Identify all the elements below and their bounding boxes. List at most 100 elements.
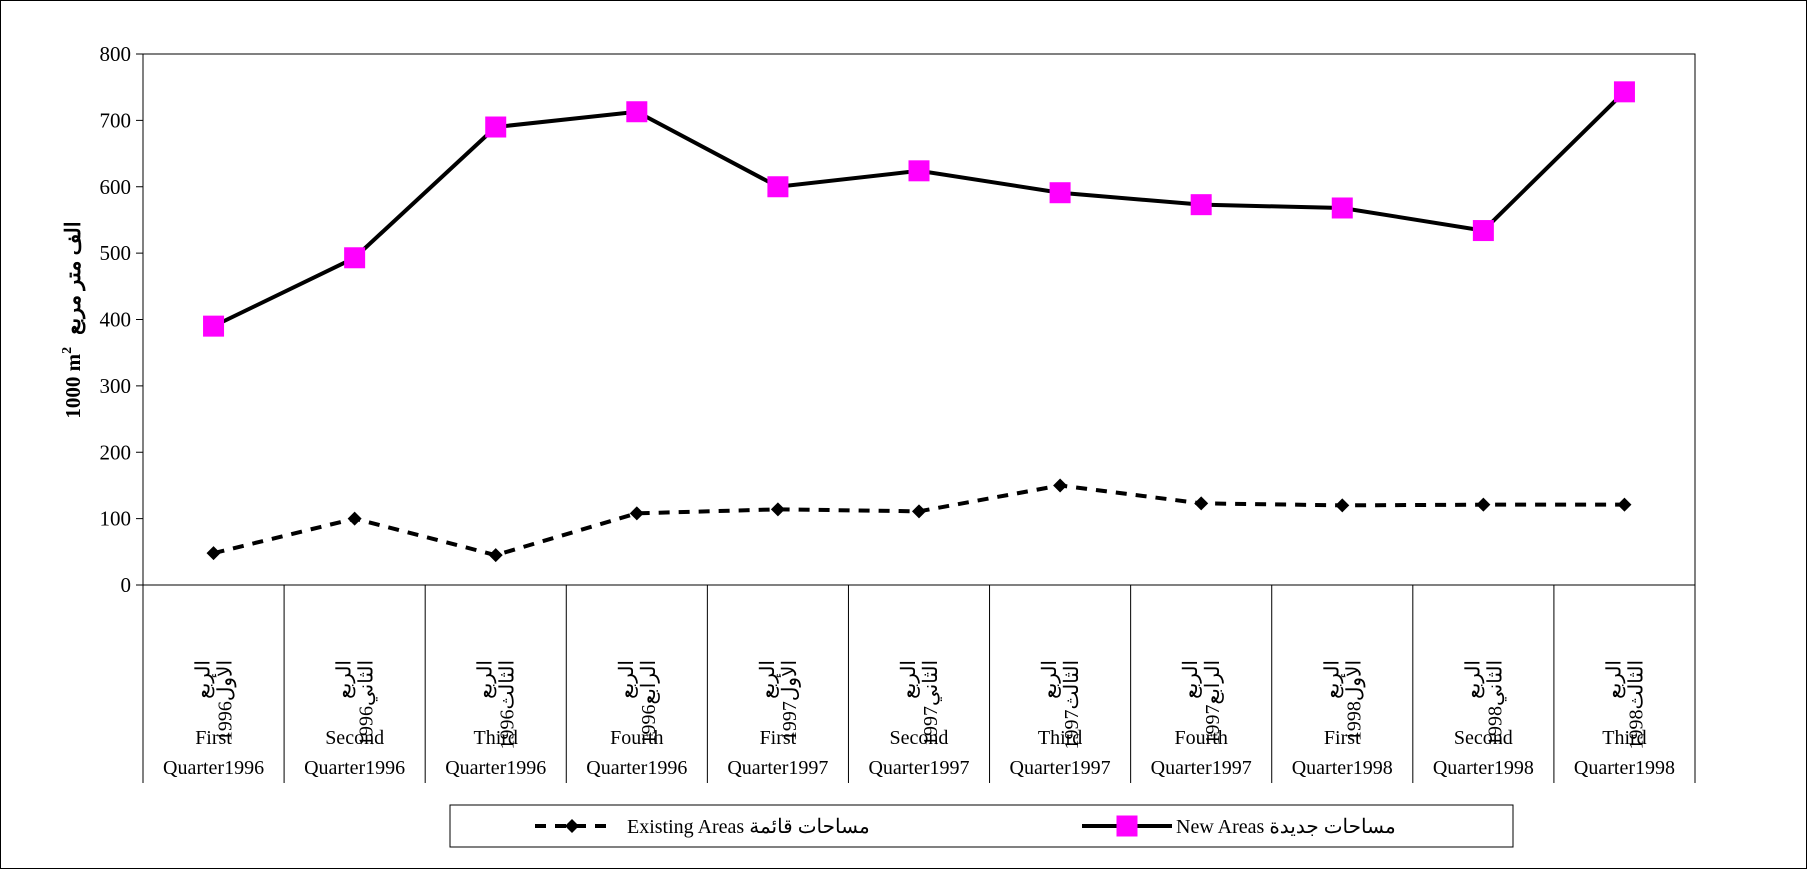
new-areas-point [1049,182,1071,204]
category-arabic-line1: الربع [1603,660,1625,699]
category-english-line2: Quarter1997 [727,757,828,779]
y-tick-label: 500 [100,241,132,265]
category-english-line1: First [195,727,232,749]
new-areas-point [485,116,507,138]
category-english-line1: Fourth [1175,727,1228,749]
category-english-line1: First [760,727,797,749]
category-english-line2: Quarter1998 [1574,757,1675,779]
existing-areas-point [206,546,221,561]
category-english-line2: Quarter1996 [445,757,546,779]
series-line-1 [212,90,1626,328]
category-english-line2: Quarter1996 [586,757,687,779]
new-areas-point [1190,194,1212,216]
category-arabic-line1: الربع [1039,660,1061,699]
category-arabic-line2: الرابع1996 [638,660,660,744]
existing-areas-point [912,504,926,519]
category-english-line1: Third [474,727,518,749]
category-english-line2: Quarter1998 [1433,757,1534,779]
category-arabic-line2: الثالث1998 [1625,660,1647,750]
category-english-line2: Quarter1997 [1010,757,1111,779]
y-axis-label: 1000 m2 الف متر مربع [60,221,86,418]
y-tick-label: 400 [100,308,132,332]
y-tick-label: 700 [100,108,132,132]
category-english-line2: Quarter1997 [1151,757,1252,779]
category-arabic-line2: الأول1996 [212,660,237,741]
category-arabic-line1: الربع [898,660,920,699]
category-arabic-line1: الربع [334,660,356,699]
new-areas-point [1472,220,1494,242]
existing-areas-point [1194,496,1209,511]
legend-box [449,804,1514,848]
category-english-line1: Fourth [610,727,663,749]
category-english-line1: Second [325,727,384,749]
category-arabic-line2: الثالث1997 [1061,660,1083,750]
new-areas-point [767,176,789,198]
y-tick-label: 0 [121,573,132,597]
category-arabic-line1: الربع [1180,660,1202,699]
y-tick-label: 300 [100,374,132,398]
existing-areas-point [1053,478,1068,493]
category-arabic-line1: الربع [1321,660,1343,699]
y-tick-label: 800 [100,42,132,66]
existing-areas-point [629,506,644,521]
new-areas-point [344,247,366,269]
legend-existing-label: Existing Areas مساحات قائمة [627,816,870,838]
category-arabic-line2: الثاني1996 [356,660,378,746]
category-english-line2: Quarter1997 [868,757,969,779]
existing-areas-point [1476,497,1491,512]
category-arabic-line2: الرابع1997 [1202,660,1224,744]
category-english-line2: Quarter1996 [163,757,264,779]
category-arabic-line2: الأول1998 [1340,660,1365,741]
y-axis-unit-superscript: 2 [60,347,75,354]
legend-new-label: New Areas مساحات جديدة [1176,816,1396,838]
category-english-line1: Second [1454,727,1513,749]
y-axis-unit: 1000 m [61,353,85,418]
existing-areas-point [488,548,503,563]
existing-areas-point [1335,498,1350,513]
y-tick-label: 100 [100,507,132,531]
category-english-line1: First [1324,727,1361,749]
legend-new-marker [1116,815,1138,837]
new-areas-point [203,315,225,337]
category-english-line1: Third [1038,727,1082,749]
y-tick-label: 200 [100,440,132,464]
category-english-line2: Quarter1996 [304,757,405,779]
category-english-line1: Third [1602,727,1646,749]
category-arabic-line1: الربع [1462,660,1484,699]
new-areas-point [908,160,930,182]
existing-areas-point [347,511,362,526]
category-arabic-line1: الربع [193,660,215,699]
category-arabic-line2: الثالث1996 [497,660,519,750]
category-arabic-line2: الثاني1998 [1484,660,1506,746]
category-english-line1: Second [890,727,949,749]
new-areas-point [626,101,648,123]
existing-areas-point [770,502,785,517]
new-areas-point [1613,81,1635,103]
y-axis-title: 1000 m2 الف متر مربع [60,221,86,418]
category-arabic-line2: الثاني1997 [920,660,942,746]
category-english-line2: Quarter1998 [1292,757,1393,779]
category-arabic-line2: الأول1997 [776,660,801,741]
category-arabic-line1: الربع [757,660,779,699]
new-areas-point [1331,197,1353,219]
series-line-0 [213,483,1625,558]
y-tick-label: 600 [100,175,132,199]
y-axis-arabic: الف متر مربع [61,221,86,335]
category-arabic-line1: الربع [475,660,497,699]
category-arabic-line1: الربع [616,660,638,699]
existing-areas-point [1617,497,1632,512]
legend-existing-marker [565,819,579,833]
